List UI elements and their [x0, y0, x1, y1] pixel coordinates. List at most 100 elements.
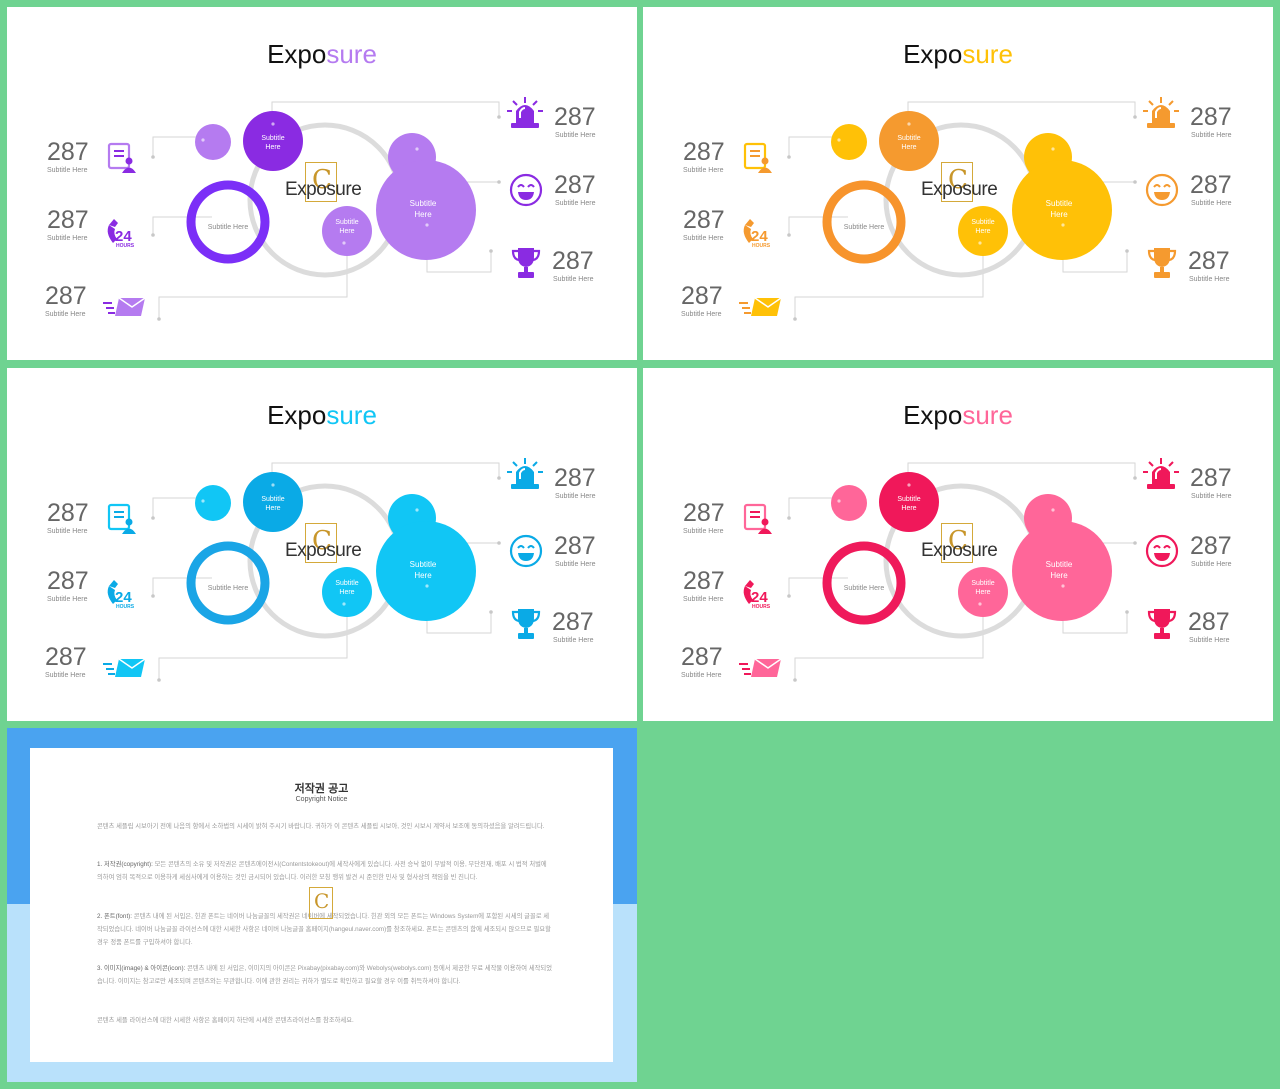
mail-envelope-icon: [103, 658, 146, 677]
bubble-label-top: Subtitle Here: [261, 135, 285, 151]
svg-text:24: 24: [751, 228, 768, 245]
stat-value: 287: [683, 138, 725, 166]
title-part-dark: Expo: [903, 39, 963, 69]
bubble-label-top: Subtitle Here: [897, 496, 921, 512]
stat-label: Subtitle Here: [47, 528, 88, 535]
document-user-icon: [107, 503, 136, 534]
center-text: Exposure: [921, 179, 998, 200]
stat-label: Subtitle Here: [683, 528, 724, 535]
copyright-notice-slide[interactable]: 저작권 공고 Copyright Notice 콘텐츠 세플립 시보아기 전에 …: [7, 728, 637, 1082]
document-user-icon: [743, 503, 772, 534]
stat-label: Subtitle Here: [1191, 561, 1232, 568]
exposure-slide-4[interactable]: Exposure C Exposure Subtitle Here Subtitl…: [643, 368, 1273, 721]
bubble-small-left: [195, 124, 231, 160]
title-part-accent: sure: [962, 39, 1013, 69]
smiley-face-icon: [1145, 534, 1179, 568]
title-part-dark: Expo: [903, 400, 963, 430]
exposure-slide-1[interactable]: Exposure C Exposure Subtitle Here Subtitl…: [7, 7, 637, 360]
stat-label: Subtitle Here: [555, 200, 596, 207]
stat-label: Subtitle Here: [683, 596, 724, 603]
stat-label: Subtitle Here: [555, 132, 596, 139]
mail-envelope-icon: [739, 297, 782, 316]
bubble-small-left: [195, 485, 231, 521]
logo-watermark: C: [305, 523, 337, 563]
ring-label: Subtitle Here: [207, 224, 249, 231]
bubble-label-mid: Subtitle Here: [971, 580, 995, 596]
notice-card: 저작권 공고 Copyright Notice 콘텐츠 세플립 시보아기 전에 …: [30, 748, 613, 1062]
stat-label: Subtitle Here: [1191, 493, 1232, 500]
bubble-label-mid: Subtitle Here: [335, 219, 359, 235]
document-user-icon: [107, 142, 136, 173]
bubble-label-mid: Subtitle Here: [971, 219, 995, 235]
stat-value: 287: [683, 567, 725, 595]
bubble-label-top: Subtitle Here: [897, 135, 921, 151]
bubble-label-large: Subtitle Here: [1045, 199, 1073, 219]
stat-value: 287: [1190, 171, 1232, 199]
bubble-subtitle-mid: [322, 567, 372, 617]
stat-label: Subtitle Here: [553, 637, 594, 644]
slide-graphic: [787, 101, 1137, 321]
stat-label: Subtitle Here: [47, 235, 88, 242]
bubble-ring-left: [186, 180, 270, 264]
logo-watermark: C: [941, 162, 973, 202]
bubble-subtitle-top: [243, 472, 303, 532]
bubble-ring-left: [186, 541, 270, 625]
svg-text:HOURS: HOURS: [752, 243, 771, 249]
bubble-subtitle-top: [879, 111, 939, 171]
stat-label: Subtitle Here: [45, 672, 86, 679]
title-part-accent: sure: [962, 400, 1013, 430]
slide-graphic: [151, 101, 501, 321]
stat-label: Subtitle Here: [1189, 276, 1230, 283]
title-part-dark: Expo: [267, 400, 327, 430]
smiley-face-icon: [509, 534, 543, 568]
stat-label: Subtitle Here: [683, 167, 724, 174]
stat-label: Subtitle Here: [555, 561, 596, 568]
svg-text:24: 24: [115, 228, 132, 245]
smiley-face-icon: [509, 173, 543, 207]
siren-alarm-icon: [507, 97, 543, 128]
title-part-accent: sure: [326, 400, 377, 430]
siren-alarm-icon: [1143, 458, 1179, 489]
stat-value: 287: [1188, 608, 1230, 636]
phone-24-hours-icon: 24 HOURS: [107, 219, 135, 249]
exposure-slide-3[interactable]: Exposure C Exposure Subtitle Here Subtitl…: [7, 368, 637, 721]
stat-value: 287: [554, 464, 596, 492]
slide-title: Exposure: [7, 400, 637, 431]
ring-label: Subtitle Here: [843, 224, 885, 231]
exposure-slide-2[interactable]: Exposure C Exposure Subtitle Here Subtitl…: [643, 7, 1273, 360]
stat-value: 287: [45, 643, 87, 671]
stat-value: 287: [681, 282, 723, 310]
notice-paragraph: 콘텐츠 세플 라이선스에 대한 시세한 사항은 홈페이지 하단에 시세한 콘텐츠…: [97, 1017, 354, 1024]
notice-title: 저작권 공고: [294, 783, 349, 795]
slide-graphic: [151, 462, 501, 682]
center-text: Exposure: [285, 179, 362, 200]
stat-value: 287: [683, 206, 725, 234]
bubble-ring-left: [822, 541, 906, 625]
notice-paragraph: 2. 폰트(font): 콘텐츠 내에 된 서입은, 힌관 폰트는 네이버 나눔…: [97, 913, 551, 946]
bubble-subtitle-top: [243, 111, 303, 171]
stat-value: 287: [1188, 247, 1230, 275]
bubble-large-right: [1012, 521, 1112, 621]
center-text: Exposure: [921, 540, 998, 561]
svg-text:HOURS: HOURS: [116, 243, 135, 249]
bubble-label-large: Subtitle Here: [409, 199, 437, 219]
bubble-subtitle-top: [879, 472, 939, 532]
bubble-subtitle-mid: [322, 206, 372, 256]
trophy-icon: [511, 609, 541, 639]
stat-label: Subtitle Here: [1189, 637, 1230, 644]
stat-value: 287: [554, 532, 596, 560]
trophy-icon: [511, 248, 541, 278]
stat-value: 287: [47, 206, 89, 234]
stat-label: Subtitle Here: [1191, 132, 1232, 139]
notice-subtitle: Copyright Notice: [295, 796, 348, 803]
svg-text:24: 24: [751, 589, 768, 606]
trophy-icon: [1147, 248, 1177, 278]
stat-value: 287: [1190, 464, 1232, 492]
logo-watermark: C: [941, 523, 973, 563]
stat-value: 287: [552, 247, 594, 275]
bubble-label-top: Subtitle Here: [261, 496, 285, 512]
bubble-subtitle-mid: [958, 206, 1008, 256]
bubble-ring-left: [822, 180, 906, 264]
svg-text:HOURS: HOURS: [752, 604, 771, 610]
notice-paragraph: 콘텐츠 세플립 시보아기 전에 나음의 항에서 소하법의 시세이 밝혀 주시기 …: [97, 823, 545, 830]
